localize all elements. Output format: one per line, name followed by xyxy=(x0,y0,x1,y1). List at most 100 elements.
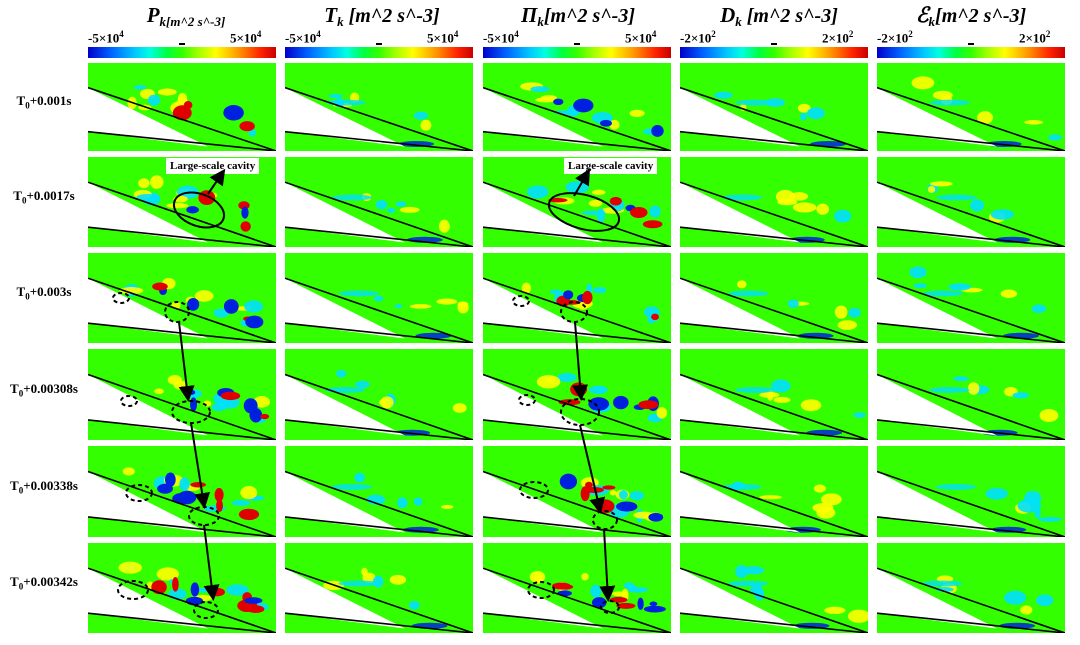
contour-field xyxy=(680,277,868,343)
colorbar-midtick xyxy=(968,43,974,45)
contour-panel xyxy=(88,446,276,537)
colorbar-max-exp: 2 xyxy=(848,29,854,39)
colorbar-max-label: 5×104 xyxy=(230,29,261,46)
contour-field xyxy=(88,373,276,440)
column-unit: [m^2 s^-3] xyxy=(741,5,838,27)
contour-panel xyxy=(483,253,671,343)
contour-panel xyxy=(88,63,276,151)
colorbar-min-exp: 4 xyxy=(316,29,321,39)
hydrofoil-wedge xyxy=(285,87,405,147)
colorbar-min-text: -5×10 xyxy=(88,30,120,46)
column-title: Dk [m^2 s^-3] xyxy=(679,0,879,30)
colorbar xyxy=(680,47,868,58)
colorbar-min-label: -2×102 xyxy=(680,29,716,46)
row-time-label: T0+0.00338s xyxy=(3,478,85,496)
row-time-suffix: +0.00338s xyxy=(23,477,78,493)
contour-field xyxy=(877,373,1065,440)
contour-panel xyxy=(680,543,868,633)
hydrofoil-wedge xyxy=(483,471,603,533)
contour-panel xyxy=(88,253,276,343)
contour-field xyxy=(680,470,868,537)
contour-field xyxy=(285,277,473,343)
colorbar-max-label: 5×104 xyxy=(625,29,656,46)
colorbar-max-label: 2×102 xyxy=(1019,29,1050,46)
contour-panel xyxy=(285,446,473,537)
colorbar-max-text: 5×10 xyxy=(230,30,257,46)
contour-field xyxy=(285,181,473,247)
row-time-label: T0+0.0017s xyxy=(3,188,85,206)
colorbar-max-exp: 4 xyxy=(651,29,657,39)
row-time-label: T0+0.003s xyxy=(3,284,85,302)
row-time-subscript: 0 xyxy=(18,581,24,592)
row-time-suffix: +0.0017s xyxy=(26,188,75,203)
contour-field xyxy=(285,470,473,537)
colorbar xyxy=(88,47,276,58)
contour-panel xyxy=(680,157,868,247)
colorbar-max-text: 5×10 xyxy=(427,30,454,46)
column-unit: [m^2 s^-3] xyxy=(166,14,226,29)
contour-field xyxy=(285,369,473,440)
contour-panel xyxy=(285,253,473,343)
column-symbol: Π xyxy=(521,3,538,27)
row-time-prefix: T xyxy=(13,188,22,203)
column-title: ℰk[m^2 s^-3] xyxy=(871,0,1071,30)
column-symbol-subscript: k xyxy=(537,14,544,29)
colorbar-max-exp: 4 xyxy=(453,29,459,39)
callout-label: Large-scale cavity xyxy=(564,158,658,174)
colorbar-max-text: 2×10 xyxy=(1019,30,1046,46)
colorbar-midtick xyxy=(771,43,777,45)
colorbar-max-text: 5×10 xyxy=(625,30,652,46)
hydrofoil-wedge xyxy=(483,87,603,147)
contour-field xyxy=(483,567,671,633)
column-unit: [m^2 s^-3] xyxy=(935,5,1027,27)
colorbar xyxy=(483,47,671,58)
row-time-subscript: 0 xyxy=(18,388,24,399)
contour-field xyxy=(680,565,868,633)
colorbar-midtick xyxy=(179,43,185,45)
column-symbol-subscript: k xyxy=(159,14,167,29)
contour-panel xyxy=(680,63,868,151)
row-time-subscript: 0 xyxy=(18,485,24,496)
contour-field xyxy=(877,266,1065,343)
contour-field xyxy=(877,76,1065,151)
colorbar-min-text: -2×10 xyxy=(680,30,712,46)
colorbar xyxy=(285,47,473,58)
column-symbol: T xyxy=(324,3,338,27)
column-symbol-subscript: k xyxy=(337,14,344,29)
column-title: Tk [m^2 s^-3] xyxy=(282,0,482,30)
colorbar-min-label: -2×102 xyxy=(877,29,913,46)
contour-panel xyxy=(680,253,868,343)
colorbar-max-label: 5×104 xyxy=(427,29,458,46)
contour-panel xyxy=(877,349,1065,440)
column-title: Πk[m^2 s^-3] xyxy=(478,0,678,30)
hydrofoil-wedge xyxy=(285,471,405,533)
colorbar-max-label: 2×102 xyxy=(822,29,853,46)
hydrofoil-wedge xyxy=(877,87,997,147)
column-unit: [m^2 s^-3] xyxy=(343,5,440,27)
contour-field xyxy=(877,181,1065,247)
row-time-prefix: T xyxy=(10,380,19,396)
contour-field xyxy=(88,467,276,537)
colorbar-max-text: 2×10 xyxy=(822,30,849,46)
contour-panel xyxy=(285,349,473,440)
contour-field xyxy=(483,82,671,151)
column-symbol: ℰ xyxy=(915,3,929,27)
hydrofoil-wedge xyxy=(88,87,208,147)
contour-field xyxy=(877,470,1065,537)
contour-field xyxy=(285,567,473,633)
colorbar xyxy=(877,47,1065,58)
colorbar-min-exp: 4 xyxy=(514,29,519,39)
contour-field xyxy=(680,373,868,440)
contour-field xyxy=(680,86,868,151)
row-time-prefix: T xyxy=(10,574,19,589)
contour-field xyxy=(88,561,276,633)
hydrofoil-wedge xyxy=(285,374,405,436)
contour-panel xyxy=(877,253,1065,343)
hydrofoil-wedge xyxy=(877,182,997,243)
row-time-label: T0+0.00308s xyxy=(3,381,85,399)
contour-panel xyxy=(285,543,473,633)
colorbar-midtick xyxy=(574,43,580,45)
colorbar-min-label: -5×104 xyxy=(483,29,519,46)
contour-panel xyxy=(88,349,276,440)
colorbar-min-exp: 2 xyxy=(908,29,913,39)
